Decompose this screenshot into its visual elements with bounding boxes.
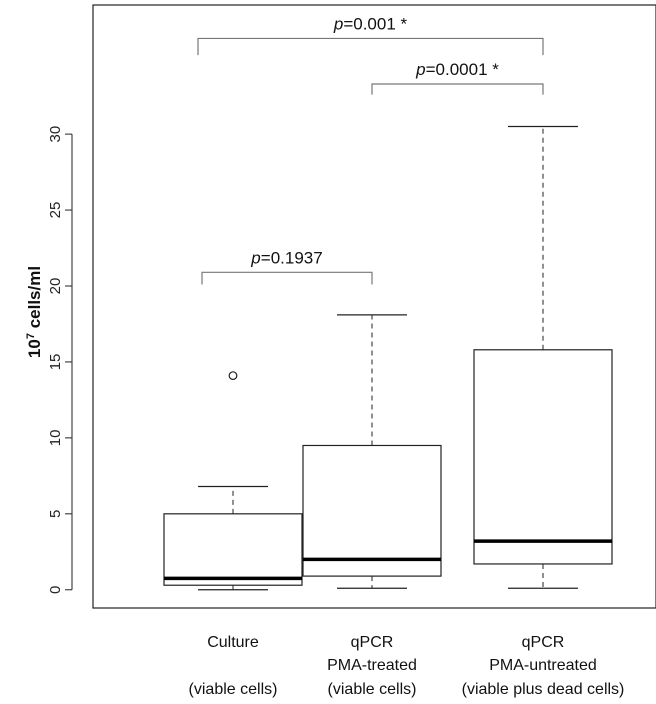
y-axis-label: 107 cells/ml [25, 266, 44, 358]
box-group [163, 371, 303, 591]
y-axis: 0 5 10 15 20 25 30 [47, 126, 73, 594]
significance-bracket [371, 83, 544, 95]
iqr-box [163, 513, 303, 586]
boxes [163, 125, 613, 591]
y-tick-label: 5 [47, 510, 64, 518]
p-value-label: p=0.001 * [333, 14, 408, 33]
plot-frame [92, 4, 656, 609]
y-axis-label-exponent: 7 [25, 333, 37, 339]
significance-bracket [197, 37, 544, 56]
category-label-line: Culture [207, 634, 259, 651]
p-symbol: p [250, 248, 260, 267]
y-tick-label: 10 [47, 430, 64, 447]
x-axis-labels: Culture (viable cells) qPCR PMA-treated (via… [189, 634, 625, 698]
p-value: =0.001 * [343, 14, 407, 33]
p-symbol: p [333, 14, 343, 33]
category-label-line: qPCR [351, 634, 394, 651]
category-label-line: PMA-untreated [489, 657, 597, 674]
category-label-line: PMA-treated [327, 657, 417, 674]
iqr-box [302, 444, 442, 577]
category-label-line: (viable cells) [189, 681, 278, 698]
category-label-line: qPCR [522, 634, 565, 651]
p-value: =0.1937 [261, 248, 323, 267]
p-value-label: p=0.0001 * [415, 60, 499, 79]
y-axis-label-base: 10 [25, 339, 44, 358]
y-axis-label-unit: cells/ml [25, 266, 44, 333]
significance-bracket [201, 271, 373, 285]
category-label-line: (viable cells) [328, 681, 417, 698]
y-tick-label: 0 [47, 586, 64, 594]
iqr-box [473, 349, 613, 565]
p-value-label: p=0.1937 [250, 248, 322, 267]
category-label-line: (viable plus dead cells) [462, 681, 625, 698]
box-group [473, 125, 613, 589]
outlier-point [228, 371, 238, 381]
y-tick-label: 20 [47, 278, 64, 295]
y-tick-label: 15 [47, 354, 64, 371]
y-tick-label: 25 [47, 202, 64, 219]
y-tick-label: 30 [47, 126, 64, 143]
box-group [302, 314, 442, 589]
p-symbol: p [415, 60, 425, 79]
p-value: =0.0001 * [426, 60, 500, 79]
